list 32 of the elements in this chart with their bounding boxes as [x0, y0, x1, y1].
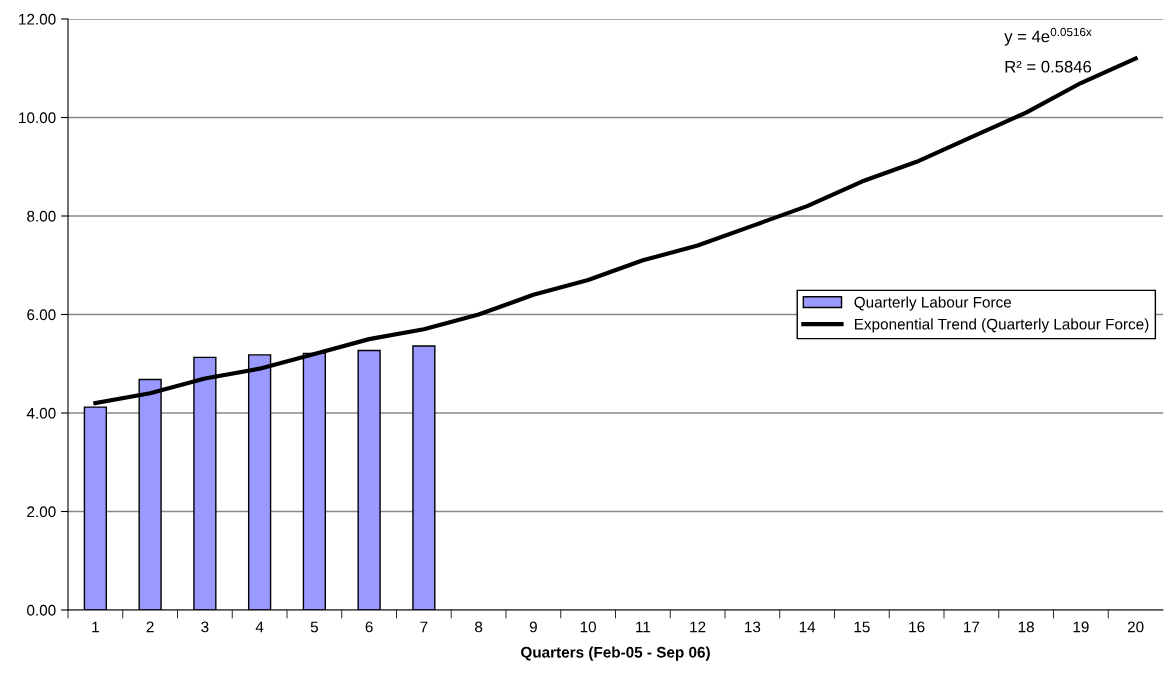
- x-tick-label: 9: [529, 621, 537, 633]
- x-tick-label: 14: [799, 621, 816, 633]
- x-tick-label: 20: [1127, 621, 1144, 633]
- x-tick-label: 1: [92, 621, 99, 633]
- x-tick-label: 11: [636, 621, 651, 633]
- x-tick-label: 10: [580, 621, 597, 633]
- x-tick-label: 19: [1073, 621, 1089, 633]
- x-tick-label: 15: [854, 621, 870, 633]
- x-tick-label: 4: [255, 621, 264, 633]
- x-tick-label: 7: [420, 621, 428, 633]
- annotation: y = 4e$^{0.0516x}$: [1004, 27, 1092, 46]
- x-axis-title: Quarters (Feb-05 - Sep 06): [521, 646, 710, 661]
- x-tick-label: 17: [964, 621, 980, 633]
- x-tick-label: 8: [475, 621, 483, 633]
- x-tick-label: 12: [690, 621, 706, 633]
- x-tick-label: 3: [201, 621, 209, 633]
- x-tick-label: 6: [365, 621, 373, 633]
- y-tick-label: 6.00: [27, 309, 56, 321]
- y-tick-label: 2.00: [27, 506, 56, 518]
- legend-label: Exponential Trend (Quarterly Labour Force): [855, 318, 1149, 333]
- y-tick-label: 10.00: [19, 112, 56, 124]
- y-tick-label: 0.00: [27, 604, 56, 616]
- x-tick-label: 16: [909, 621, 925, 633]
- y-tick-label: 4.00: [26, 407, 56, 419]
- x-tick-label: 13: [745, 621, 761, 633]
- y-tick-label: 12.00: [19, 13, 56, 25]
- annotation: R² = 0.5846: [1005, 60, 1092, 73]
- x-tick-label: 18: [1018, 621, 1034, 633]
- y-tick-label: 8.00: [27, 210, 56, 222]
- legend-label: Quarterly Labour Force: [854, 296, 1012, 311]
- x-tick-label: 5: [310, 621, 318, 633]
- x-tick-label: 2: [146, 621, 154, 633]
